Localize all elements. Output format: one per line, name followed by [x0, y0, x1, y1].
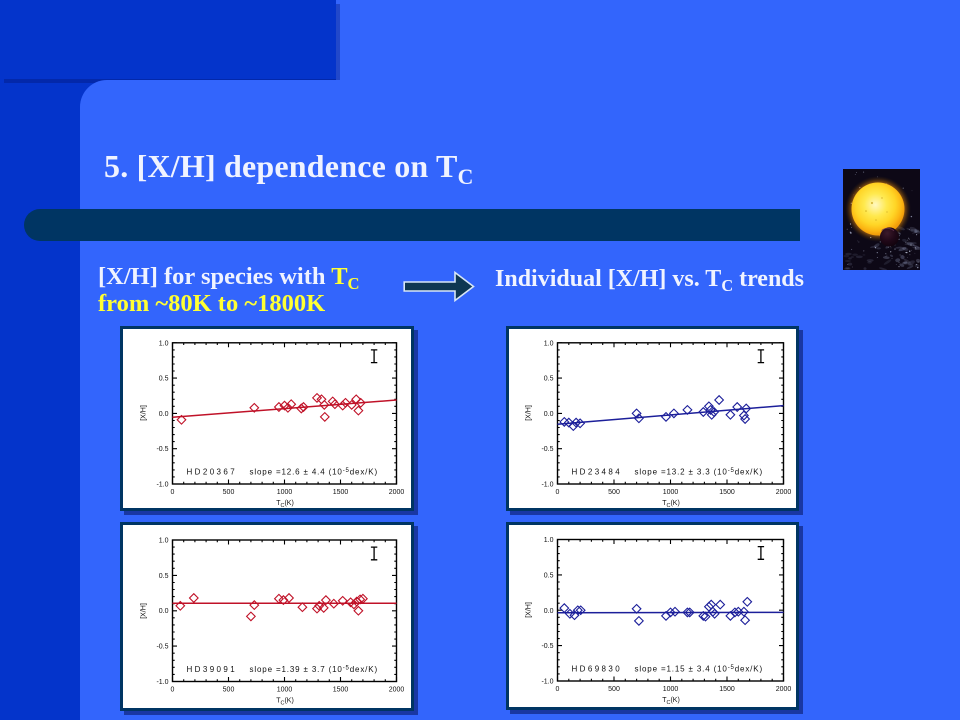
- svg-text:[X/H]: [X/H]: [141, 405, 148, 421]
- svg-text:0: 0: [556, 489, 560, 496]
- svg-text:1000: 1000: [277, 687, 293, 694]
- svg-text:0.0: 0.0: [544, 608, 554, 615]
- svg-text:[X/H]: [X/H]: [526, 405, 533, 421]
- svg-text:-1.0: -1.0: [156, 679, 168, 686]
- svg-text:1.0: 1.0: [159, 340, 169, 347]
- svg-text:1.0: 1.0: [159, 538, 169, 545]
- svg-text:2000: 2000: [389, 687, 405, 694]
- svg-text:HD20367: HD20367: [187, 468, 238, 477]
- svg-text:TC(K): TC(K): [276, 500, 294, 508]
- svg-text:[X/H]: [X/H]: [526, 602, 533, 618]
- svg-text:slope =1.15 ± 3.4 (10-5dex/K): slope =1.15 ± 3.4 (10-5dex/K): [635, 665, 763, 674]
- svg-text:-1.0: -1.0: [156, 482, 168, 489]
- svg-text:1500: 1500: [719, 489, 735, 496]
- svg-text:1500: 1500: [719, 686, 735, 693]
- svg-text:1500: 1500: [333, 687, 349, 694]
- svg-text:1.0: 1.0: [544, 537, 554, 544]
- svg-text:-1.0: -1.0: [541, 679, 553, 686]
- svg-text:0.0: 0.0: [544, 411, 554, 418]
- svg-text:1000: 1000: [277, 489, 293, 496]
- svg-text:TC(K): TC(K): [662, 500, 680, 508]
- svg-text:0.0: 0.0: [159, 608, 169, 615]
- svg-text:2000: 2000: [776, 489, 792, 496]
- svg-text:0.0: 0.0: [159, 411, 169, 418]
- svg-text:0.5: 0.5: [159, 573, 169, 580]
- svg-text:2000: 2000: [776, 686, 792, 693]
- svg-text:slope =1.39 ± 3.7 (10-5dex/K): slope =1.39 ± 3.7 (10-5dex/K): [250, 665, 378, 674]
- svg-text:[X/H]: [X/H]: [141, 603, 148, 619]
- svg-text:500: 500: [223, 687, 235, 694]
- svg-text:500: 500: [223, 489, 235, 496]
- svg-text:1500: 1500: [333, 489, 349, 496]
- svg-text:-1.0: -1.0: [541, 482, 553, 489]
- svg-text:500: 500: [608, 489, 620, 496]
- svg-text:0.5: 0.5: [159, 376, 169, 383]
- svg-text:500: 500: [608, 686, 620, 693]
- svg-text:TC(K): TC(K): [276, 698, 294, 707]
- svg-text:slope =13.2 ± 3.3 (10-5dex/K): slope =13.2 ± 3.3 (10-5dex/K): [635, 468, 763, 477]
- svg-text:HD23484: HD23484: [572, 468, 623, 477]
- svg-text:0: 0: [556, 686, 560, 693]
- svg-text:-0.5: -0.5: [541, 643, 553, 650]
- svg-text:-0.5: -0.5: [156, 644, 168, 651]
- svg-text:slope =12.6 ± 4.4 (10-5dex/K): slope =12.6 ± 4.4 (10-5dex/K): [250, 468, 378, 477]
- svg-text:0: 0: [171, 687, 175, 694]
- svg-text:2000: 2000: [389, 489, 405, 496]
- svg-text:-0.5: -0.5: [541, 446, 553, 453]
- svg-text:HD69830: HD69830: [572, 665, 623, 674]
- svg-text:1000: 1000: [663, 686, 679, 693]
- svg-text:0: 0: [171, 489, 175, 496]
- svg-text:-0.5: -0.5: [156, 446, 168, 453]
- svg-text:1.0: 1.0: [544, 340, 554, 347]
- svg-text:HD39091: HD39091: [187, 665, 238, 674]
- svg-text:0.5: 0.5: [544, 572, 554, 579]
- svg-text:1000: 1000: [663, 489, 679, 496]
- svg-text:TC(K): TC(K): [662, 697, 680, 706]
- svg-text:0.5: 0.5: [544, 376, 554, 383]
